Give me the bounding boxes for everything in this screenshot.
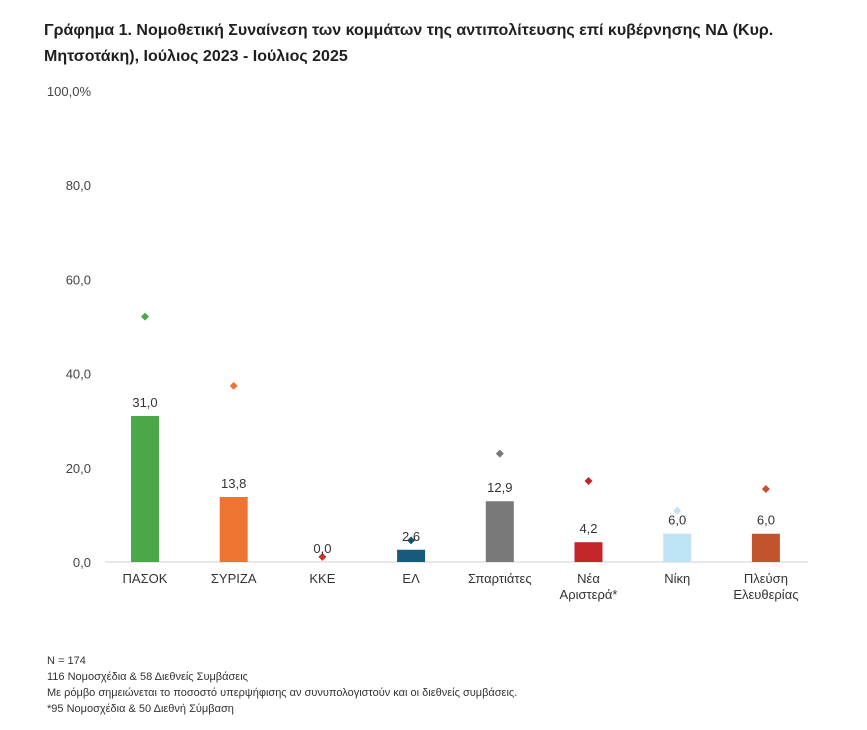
y-tick-label: 80,0 — [66, 178, 91, 193]
bar — [663, 533, 692, 562]
data-label: 6,0 — [757, 513, 775, 528]
diamond-marker — [584, 476, 593, 485]
diamond-marker — [407, 536, 416, 545]
data-labels: 31,0 13,8 0,0 2,6 12,9 4,2 6,0 6,0 — [132, 395, 775, 556]
note-sample-size: N = 174 — [47, 655, 86, 667]
category-label: Σπαρτιάτες — [468, 571, 532, 586]
bar — [574, 542, 603, 562]
category-label: ΕΛ — [402, 571, 420, 586]
bars — [131, 415, 780, 562]
data-label: 2,6 — [402, 529, 420, 544]
y-tick-label: 0,0 — [73, 555, 91, 570]
note-footnote: *95 Νομοσχέδια & 50 Διεθνή Σύμβαση — [47, 703, 234, 715]
data-label: 4,2 — [579, 521, 597, 536]
y-tick-label: 20,0 — [66, 461, 91, 476]
y-tick-label: 60,0 — [66, 272, 91, 287]
diamond-marker — [318, 552, 327, 561]
y-tick-label: 100,0% — [47, 84, 92, 99]
diamond-marker — [761, 484, 770, 493]
category-label: Νίκη — [664, 571, 690, 586]
bar — [397, 549, 426, 562]
bar — [219, 497, 248, 562]
data-label: 0,0 — [313, 541, 331, 556]
diamond-marker — [673, 506, 682, 515]
y-tick-label: 40,0 — [66, 367, 91, 382]
category-label: Πλεύση — [744, 571, 788, 586]
note-diamond-explanation: Με ρόμβο σημειώνεται το ποσοστό υπερψήφι… — [47, 687, 518, 699]
category-label: ΠΑΣΟΚ — [123, 571, 168, 586]
category-label: Νέα — [577, 571, 600, 586]
bar — [751, 533, 780, 562]
data-label: 13,8 — [221, 476, 246, 491]
chart-notes: N = 174 116 Νομοσχέδια & 58 Διεθνείς Συμ… — [47, 653, 517, 717]
chart-title: Γράφημα 1. Νομοθετική Συναίνεση των κομμ… — [44, 22, 774, 65]
y-axis: 0,0 20,0 40,0 60,0 80,0 100,0% — [47, 84, 92, 570]
note-composition: 116 Νομοσχέδια & 58 Διεθνείς Συμβάσεις — [47, 671, 248, 683]
bar — [485, 501, 514, 562]
data-label: 31,0 — [132, 395, 157, 410]
bar — [131, 415, 159, 562]
data-label: 6,0 — [668, 513, 686, 528]
diamond-markers — [141, 312, 770, 561]
data-label: 12,9 — [487, 480, 512, 495]
diamond-marker — [141, 312, 149, 321]
category-label: Ελευθερίας — [733, 587, 798, 602]
diamond-marker — [229, 381, 238, 390]
diamond-marker — [495, 449, 504, 458]
category-label: Αριστερά* — [560, 587, 618, 602]
category-label: ΚΚΕ — [309, 571, 335, 586]
category-label: ΣΥΡΙΖΑ — [211, 571, 257, 586]
